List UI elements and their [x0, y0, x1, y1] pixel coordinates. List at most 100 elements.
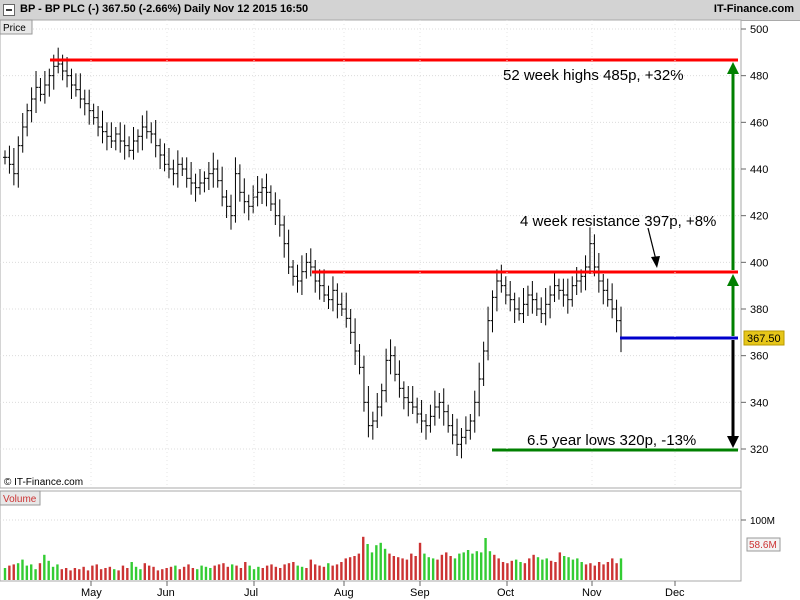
- ohlc-bar: [437, 393, 442, 419]
- ohlc-bar: [82, 89, 87, 116]
- ohlc-bar: [512, 292, 517, 323]
- volume-bar: [204, 566, 208, 580]
- volume-bar: [475, 551, 479, 580]
- ohlc-bar: [295, 264, 300, 293]
- ohlc-bar: [388, 339, 393, 375]
- ohlc-bar: [282, 215, 287, 258]
- resistance-annotation: 4 week resistance 397p, +8%: [520, 213, 716, 230]
- volume-bar: [344, 558, 347, 580]
- volume-bar: [484, 538, 487, 580]
- ohlc-bar: [16, 136, 21, 188]
- ohlc-bar: [561, 278, 566, 307]
- ohlc-bar: [339, 292, 344, 316]
- volume-bar: [86, 570, 90, 580]
- volume-bar: [348, 557, 352, 580]
- arrowhead-resistance-icon: [727, 274, 739, 286]
- ohlc-bar: [517, 297, 522, 321]
- ohlc-bar: [410, 386, 415, 414]
- volume-bar: [169, 566, 173, 580]
- ohlc-bar: [277, 199, 282, 237]
- ohlc-bar: [379, 383, 384, 417]
- ohlc-bar: [432, 390, 437, 426]
- month-label: Dec: [665, 587, 685, 599]
- volume-label-box: [0, 490, 41, 506]
- volume-bar: [30, 564, 33, 580]
- ohlc-bar: [140, 115, 145, 151]
- ohlc-bar: [490, 290, 495, 333]
- current-price-tag: [743, 330, 785, 346]
- volume-bar: [554, 562, 557, 580]
- ohlc-bar: [162, 143, 167, 172]
- ohlc-bar: [206, 162, 211, 190]
- volume-bar: [519, 562, 522, 580]
- ohlc-bar: [175, 150, 180, 188]
- volume-bar: [226, 566, 230, 580]
- ohlc-bar: [326, 285, 331, 309]
- volume-bar: [156, 570, 160, 580]
- volume-bar: [532, 554, 535, 580]
- volume-bar: [357, 553, 361, 580]
- collapse-icon[interactable]: [3, 4, 15, 16]
- ohlc-bar: [224, 190, 229, 218]
- volume-bar: [414, 556, 417, 580]
- ohlc-bar: [189, 162, 194, 195]
- ohlc-bar: [29, 87, 34, 123]
- ohlc-bar: [353, 318, 358, 365]
- ohlc-bar: [344, 292, 349, 328]
- volume-bar: [567, 557, 570, 580]
- ohlc-bar: [552, 271, 557, 302]
- volume-bar: [174, 565, 177, 580]
- ohlc-bar: [25, 103, 30, 137]
- volume-bar: [436, 559, 439, 580]
- ohlc-bar: [570, 276, 575, 307]
- ohlc-bar: [375, 393, 380, 428]
- ohlc-bar: [534, 292, 539, 316]
- ohlc-bar: [197, 169, 202, 195]
- volume-bar: [56, 564, 59, 580]
- ohlc-bar: [366, 386, 371, 438]
- volume-bars: [3, 536, 623, 580]
- volume-bar: [445, 552, 448, 580]
- volume-bar: [296, 565, 299, 580]
- volume-bar: [410, 553, 413, 580]
- volume-bar: [353, 556, 356, 580]
- volume-bar: [130, 562, 133, 580]
- volume-bar: [3, 568, 7, 580]
- volume-bar: [165, 568, 168, 580]
- ohlc-bar: [220, 166, 225, 207]
- ohlc-bar: [42, 71, 47, 104]
- ohlc-bar: [96, 106, 101, 137]
- price-tick-label: 460: [750, 117, 768, 129]
- ohlc-bar: [158, 138, 163, 169]
- volume-bar: [47, 560, 50, 580]
- ohlc-bar: [286, 229, 291, 274]
- ohlc-bar: [441, 388, 446, 426]
- high-annotation: 52 week highs 485p, +32%: [503, 67, 684, 84]
- volume-bar: [536, 557, 540, 580]
- volume-bar: [528, 558, 531, 580]
- ohlc-bar: [260, 178, 265, 204]
- volume-bar: [283, 564, 286, 580]
- volume-bar: [327, 563, 330, 580]
- ohlc-bar: [392, 346, 397, 382]
- volume-bar: [16, 563, 20, 580]
- volume-bar: [213, 565, 216, 580]
- ohlc-bar: [299, 255, 304, 295]
- ohlc-bar: [468, 414, 473, 440]
- volume-bar: [235, 565, 238, 580]
- ohlc-bar: [118, 122, 123, 153]
- volume-bar: [383, 548, 387, 580]
- price-panel: [0, 19, 742, 489]
- ohlc-bar: [127, 136, 132, 158]
- volume-tick-100m: 100M: [750, 516, 775, 527]
- ohlc-bar: [87, 89, 92, 125]
- volume-bar: [488, 551, 492, 580]
- ohlc-bar: [472, 390, 477, 433]
- volume-bar: [453, 558, 457, 580]
- ohlc-bar: [521, 288, 526, 323]
- ohlc-bar: [3, 150, 7, 165]
- ohlc-bar: [605, 278, 610, 307]
- volume-bar: [8, 565, 11, 580]
- ohlc-bars: [3, 47, 623, 459]
- volume-bar: [279, 568, 282, 580]
